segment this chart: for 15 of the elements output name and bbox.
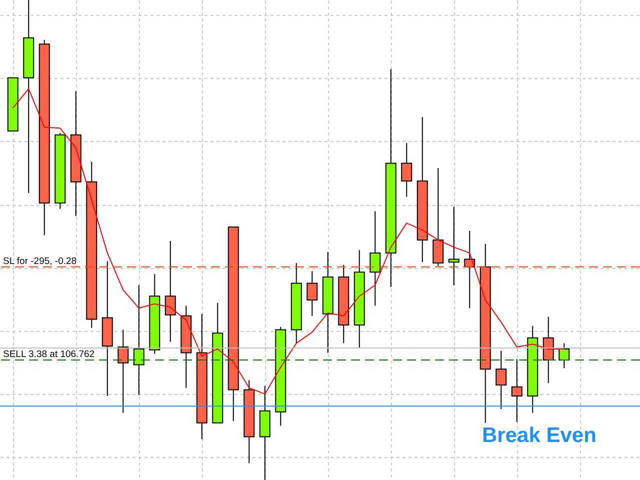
ref-line-label: SL for -295, -0.28 <box>3 256 77 267</box>
candlestick <box>164 240 176 342</box>
candlestick <box>448 206 460 286</box>
candlestick <box>558 342 570 369</box>
candlestick <box>118 329 129 414</box>
candlestick <box>432 168 444 266</box>
candlestick <box>401 142 412 198</box>
candlestick <box>133 284 144 396</box>
candlestick <box>370 210 381 306</box>
candlestick <box>306 270 318 316</box>
ref-line-label: SELL 3.38 at 106.762 <box>3 349 95 360</box>
candlestick <box>542 316 554 384</box>
candlestick <box>496 350 507 410</box>
candlestick <box>511 358 522 422</box>
ref-line-label: Break Even <box>482 424 596 448</box>
